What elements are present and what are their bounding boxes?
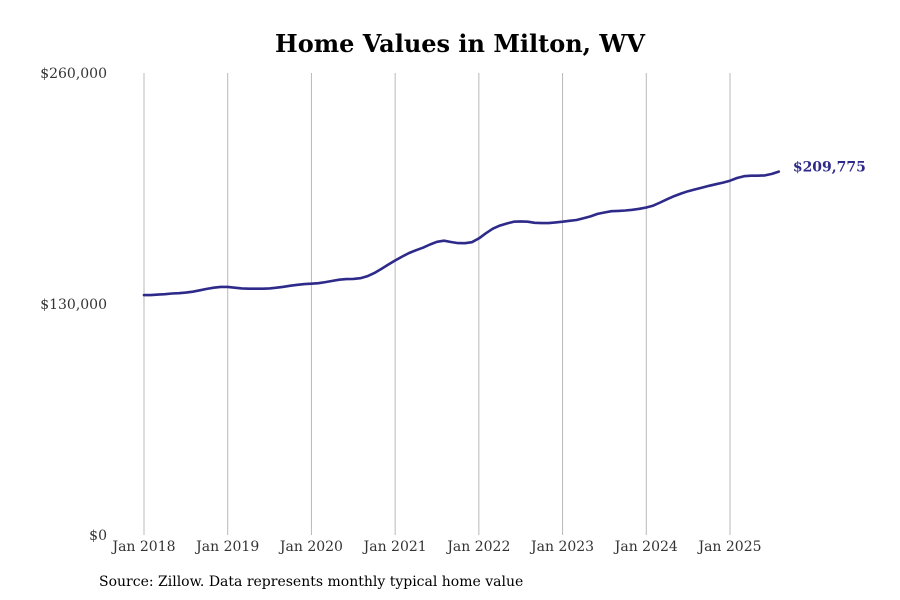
chart-title: Home Values in Milton, WV	[275, 29, 645, 58]
x-tick-label: Jan 2023	[529, 539, 594, 555]
x-tick-label: Jan 2025	[696, 539, 761, 555]
y-axis: $0 $130,000 $260,000	[40, 66, 107, 544]
y-tick-label: $130,000	[40, 297, 107, 313]
x-tick-label: Jan 2020	[278, 539, 343, 555]
source-note: Source: Zillow. Data represents monthly …	[99, 574, 524, 590]
grid-lines	[143, 73, 731, 535]
x-tick-label: Jan 2019	[194, 539, 259, 555]
x-tick-label: Jan 2022	[445, 539, 510, 555]
x-tick-label: Jan 2021	[362, 539, 427, 555]
x-tick-label: Jan 2024	[613, 539, 678, 555]
x-axis: Jan 2018 Jan 2019 Jan 2020 Jan 2021 Jan 2022…	[110, 539, 761, 555]
y-tick-label: $260,000	[40, 66, 107, 82]
x-tick-label: Jan 2018	[110, 539, 175, 555]
y-tick-label: $0	[89, 528, 107, 544]
series-line	[142, 170, 781, 297]
end-value-label: $209,775	[793, 160, 866, 176]
